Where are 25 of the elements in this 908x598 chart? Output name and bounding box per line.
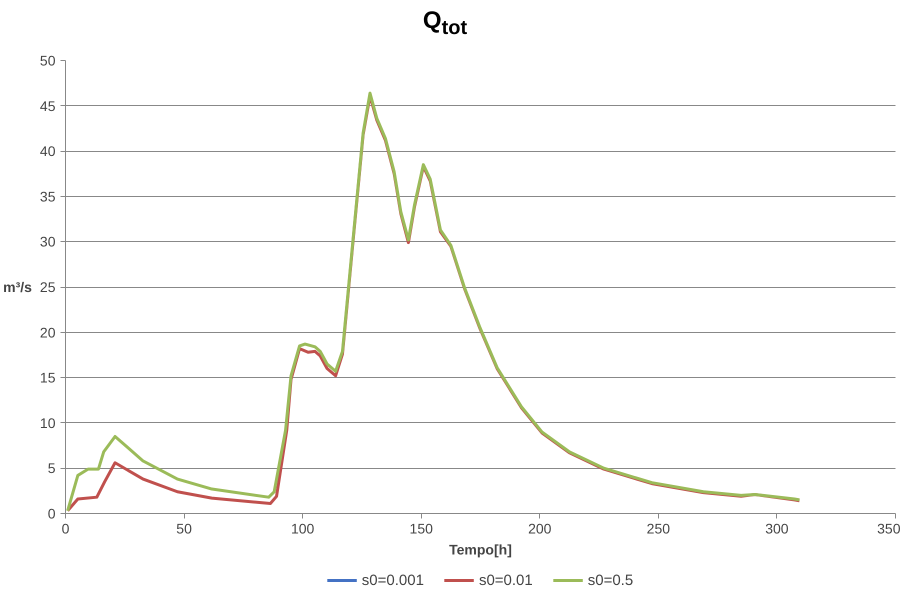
- x-tick-label: 350: [877, 520, 901, 536]
- x-tick-label: 200: [528, 520, 552, 536]
- legend-label: s0=0.01: [478, 572, 533, 588]
- y-tick-label: 25: [40, 279, 56, 295]
- y-axis-title: m³/s: [3, 279, 32, 295]
- y-tick-label: 35: [40, 188, 56, 204]
- legend-label: s0=0.001: [362, 572, 424, 588]
- y-tick-label: 5: [48, 460, 56, 476]
- y-tick-label: 20: [40, 324, 56, 340]
- y-tick-label: 50: [40, 52, 56, 68]
- x-tick-label: 50: [176, 520, 192, 536]
- x-tick-label: 0: [62, 520, 70, 536]
- legend-label: s0=0.5: [588, 572, 634, 588]
- x-tick-label: 100: [290, 520, 315, 536]
- x-tick-label: 150: [410, 520, 434, 536]
- y-tick-label: 0: [48, 506, 56, 522]
- y-tick-label: 10: [40, 414, 56, 431]
- y-tick-label: 40: [40, 143, 56, 160]
- x-tick-label: 300: [765, 520, 789, 536]
- y-tick-label: 15: [40, 370, 56, 386]
- x-axis-title: Tempo[h]: [449, 542, 512, 558]
- y-tick-label: 30: [40, 234, 56, 250]
- chart-title: Q$_{tot}$: [422, 6, 468, 41]
- x-tick-label: 250: [646, 520, 670, 536]
- y-tick-label: 45: [40, 98, 56, 114]
